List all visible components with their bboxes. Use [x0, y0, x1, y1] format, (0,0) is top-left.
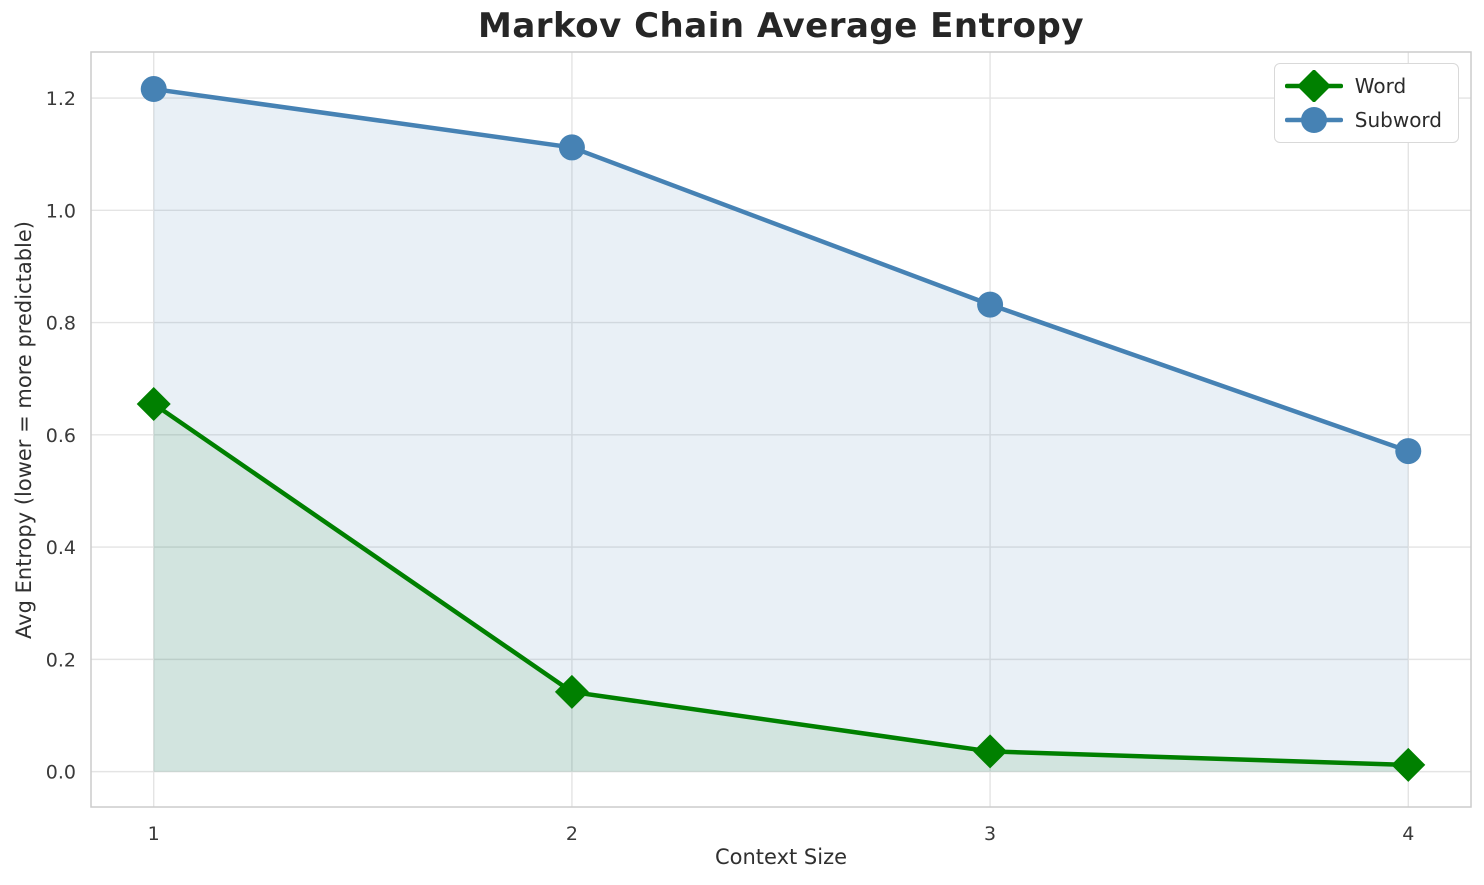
svg-text:2: 2	[566, 823, 578, 845]
svg-text:4: 4	[1402, 823, 1414, 845]
svg-text:0.2: 0.2	[46, 649, 76, 671]
chart-title: Markov Chain Average Entropy	[478, 6, 1084, 46]
svg-text:0.8: 0.8	[46, 313, 76, 335]
word-series-marker-icon	[1284, 70, 1343, 102]
line-word	[151, 401, 1411, 768]
line-subword	[151, 86, 1411, 454]
x-tick-labels: 1 2 3 4	[148, 823, 1415, 845]
svg-text:0.0: 0.0	[46, 762, 76, 784]
legend-label-word: Word	[1354, 74, 1407, 98]
subword-series-marker-icon	[1284, 107, 1343, 133]
area-word	[153, 403, 1409, 772]
svg-text:1.2: 1.2	[46, 88, 76, 110]
legend: Word Subword	[1273, 63, 1459, 143]
y-tick-labels: 0.0 0.2 0.4 0.6 0.8 1.0 1.2	[46, 88, 76, 784]
svg-text:1: 1	[148, 823, 160, 845]
y-axis-label: Avg Entropy (lower = more predictable)	[12, 221, 36, 639]
legend-item-word: Word	[1284, 70, 1442, 102]
axes-frame	[90, 51, 1472, 808]
svg-text:3: 3	[984, 823, 996, 845]
area-subword	[153, 89, 1409, 772]
gridlines	[91, 52, 1471, 807]
svg-text:0.6: 0.6	[46, 425, 76, 447]
svg-text:1.0: 1.0	[46, 200, 76, 222]
x-axis-label: Context Size	[714, 845, 848, 869]
legend-item-subword: Subword	[1284, 104, 1442, 136]
markers-word	[136, 386, 1426, 782]
svg-text:0.4: 0.4	[46, 537, 76, 559]
legend-label-subword: Subword	[1354, 108, 1442, 132]
markers-subword	[140, 76, 1422, 465]
